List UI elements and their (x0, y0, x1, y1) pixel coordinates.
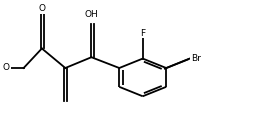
Text: Br: Br (191, 54, 201, 63)
Text: O: O (38, 4, 45, 13)
Text: OH: OH (85, 10, 98, 19)
Text: F: F (140, 29, 145, 38)
Text: O: O (3, 64, 10, 72)
